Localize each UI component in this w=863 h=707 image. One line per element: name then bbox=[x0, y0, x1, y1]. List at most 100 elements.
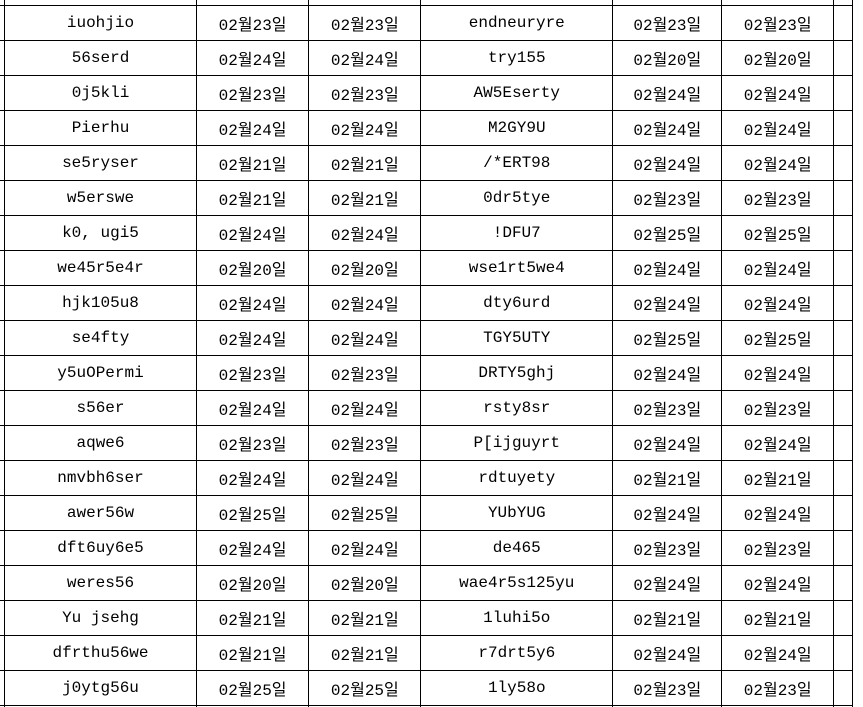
date-cell[interactable]: 02월21일 bbox=[612, 460, 723, 496]
date-cell[interactable]: 02월24일 bbox=[612, 110, 723, 146]
date-cell[interactable]: 02월24일 bbox=[721, 285, 835, 321]
date-cell[interactable]: 02월23일 bbox=[612, 530, 723, 566]
name-cell[interactable]: DRTY5ghj bbox=[420, 355, 614, 391]
date-cell[interactable]: 02월20일 bbox=[308, 250, 422, 286]
name-cell[interactable]: dty6urd bbox=[420, 285, 614, 321]
date-cell[interactable]: 02월24일 bbox=[612, 355, 723, 391]
name-cell[interactable]: y5uOPermi bbox=[4, 355, 197, 391]
name-cell[interactable]: Pierhu bbox=[4, 110, 197, 146]
name-cell[interactable]: dfrthu56we bbox=[4, 635, 197, 671]
date-cell[interactable]: 02월24일 bbox=[308, 390, 422, 426]
date-cell[interactable]: 02월20일 bbox=[721, 40, 835, 76]
date-cell[interactable]: 02월23일 bbox=[195, 425, 310, 461]
name-cell[interactable]: wse1rt5we4 bbox=[420, 250, 614, 286]
name-cell[interactable]: dft6uy6e5 bbox=[4, 530, 197, 566]
date-cell[interactable]: 02월24일 bbox=[195, 390, 310, 426]
date-cell[interactable]: 02월24일 bbox=[195, 530, 310, 566]
date-cell[interactable]: 02월23일 bbox=[195, 5, 310, 41]
date-cell[interactable]: 02월25일 bbox=[195, 495, 310, 531]
name-cell[interactable]: M2GY9U bbox=[420, 110, 614, 146]
date-cell[interactable]: 02월24일 bbox=[721, 635, 835, 671]
name-cell[interactable]: YUbYUG bbox=[420, 495, 614, 531]
name-cell[interactable]: 0dr5tye bbox=[420, 180, 614, 216]
date-cell[interactable]: 02월24일 bbox=[308, 215, 422, 251]
date-cell[interactable]: 02월24일 bbox=[195, 320, 310, 356]
name-cell[interactable]: awer56w bbox=[4, 495, 197, 531]
name-cell[interactable]: 1luhi5o bbox=[420, 600, 614, 636]
date-cell[interactable]: 02월21일 bbox=[308, 635, 422, 671]
name-cell[interactable]: k0, ugi5 bbox=[4, 215, 197, 251]
date-cell[interactable]: 02월21일 bbox=[612, 600, 723, 636]
date-cell[interactable]: 02월25일 bbox=[308, 670, 422, 706]
date-cell[interactable]: 02월24일 bbox=[721, 565, 835, 601]
date-cell[interactable]: 02월24일 bbox=[612, 145, 723, 181]
date-cell[interactable]: 02월24일 bbox=[612, 250, 723, 286]
date-cell[interactable]: 02월20일 bbox=[612, 40, 723, 76]
date-cell[interactable]: 02월23일 bbox=[308, 75, 422, 111]
date-cell[interactable]: 02월23일 bbox=[308, 355, 422, 391]
name-cell[interactable]: 56serd bbox=[4, 40, 197, 76]
date-cell[interactable]: 02월21일 bbox=[195, 145, 310, 181]
date-cell[interactable]: 02월20일 bbox=[195, 565, 310, 601]
name-cell[interactable]: 0j5kli bbox=[4, 75, 197, 111]
date-cell[interactable]: 02월23일 bbox=[612, 180, 723, 216]
name-cell[interactable]: iuohjio bbox=[4, 5, 197, 41]
date-cell[interactable]: 02월21일 bbox=[195, 600, 310, 636]
date-cell[interactable]: 02월21일 bbox=[308, 145, 422, 181]
date-cell[interactable]: 02월24일 bbox=[308, 110, 422, 146]
date-cell[interactable]: 02월25일 bbox=[721, 215, 835, 251]
name-cell[interactable]: AW5Eserty bbox=[420, 75, 614, 111]
date-cell[interactable]: 02월24일 bbox=[612, 495, 723, 531]
date-cell[interactable]: 02월20일 bbox=[308, 565, 422, 601]
name-cell[interactable]: P[ijguyrt bbox=[420, 425, 614, 461]
name-cell[interactable]: 1ly58o bbox=[420, 670, 614, 706]
date-cell[interactable]: 02월24일 bbox=[308, 460, 422, 496]
name-cell[interactable]: Yu jsehg bbox=[4, 600, 197, 636]
date-cell[interactable]: 02월24일 bbox=[195, 285, 310, 321]
date-cell[interactable]: 02월24일 bbox=[721, 75, 835, 111]
date-cell[interactable]: 02월21일 bbox=[721, 600, 835, 636]
date-cell[interactable]: 02월24일 bbox=[612, 285, 723, 321]
date-cell[interactable]: 02월24일 bbox=[612, 635, 723, 671]
date-cell[interactable]: 02월24일 bbox=[721, 425, 835, 461]
date-cell[interactable]: 02월23일 bbox=[721, 390, 835, 426]
name-cell[interactable]: j0ytg56u bbox=[4, 670, 197, 706]
date-cell[interactable]: 02월23일 bbox=[721, 670, 835, 706]
date-cell[interactable]: 02월24일 bbox=[308, 285, 422, 321]
date-cell[interactable]: 02월24일 bbox=[612, 565, 723, 601]
name-cell[interactable]: /*ERT98 bbox=[420, 145, 614, 181]
date-cell[interactable]: 02월21일 bbox=[721, 460, 835, 496]
date-cell[interactable]: 02월24일 bbox=[195, 215, 310, 251]
date-cell[interactable]: 02월24일 bbox=[721, 495, 835, 531]
name-cell[interactable]: r7drt5y6 bbox=[420, 635, 614, 671]
date-cell[interactable]: 02월20일 bbox=[195, 250, 310, 286]
date-cell[interactable]: 02월23일 bbox=[612, 670, 723, 706]
date-cell[interactable]: 02월21일 bbox=[195, 635, 310, 671]
date-cell[interactable]: 02월23일 bbox=[721, 5, 835, 41]
date-cell[interactable]: 02월24일 bbox=[195, 110, 310, 146]
name-cell[interactable]: se4fty bbox=[4, 320, 197, 356]
name-cell[interactable]: !DFU7 bbox=[420, 215, 614, 251]
date-cell[interactable]: 02월25일 bbox=[195, 670, 310, 706]
date-cell[interactable]: 02월21일 bbox=[195, 180, 310, 216]
name-cell[interactable]: aqwe6 bbox=[4, 425, 197, 461]
date-cell[interactable]: 02월23일 bbox=[308, 425, 422, 461]
date-cell[interactable]: 02월23일 bbox=[721, 180, 835, 216]
date-cell[interactable]: 02월23일 bbox=[195, 355, 310, 391]
name-cell[interactable]: nmvbh6ser bbox=[4, 460, 197, 496]
date-cell[interactable]: 02월23일 bbox=[195, 75, 310, 111]
date-cell[interactable]: 02월21일 bbox=[308, 180, 422, 216]
date-cell[interactable]: 02월23일 bbox=[612, 5, 723, 41]
name-cell[interactable]: endneuryre bbox=[420, 5, 614, 41]
date-cell[interactable]: 02월24일 bbox=[612, 75, 723, 111]
date-cell[interactable]: 02월23일 bbox=[308, 5, 422, 41]
date-cell[interactable]: 02월24일 bbox=[195, 460, 310, 496]
date-cell[interactable]: 02월24일 bbox=[308, 40, 422, 76]
name-cell[interactable]: we45r5e4r bbox=[4, 250, 197, 286]
date-cell[interactable]: 02월24일 bbox=[195, 40, 310, 76]
date-cell[interactable]: 02월21일 bbox=[308, 600, 422, 636]
name-cell[interactable]: s56er bbox=[4, 390, 197, 426]
name-cell[interactable]: se5ryser bbox=[4, 145, 197, 181]
date-cell[interactable]: 02월24일 bbox=[721, 145, 835, 181]
date-cell[interactable]: 02월23일 bbox=[721, 530, 835, 566]
